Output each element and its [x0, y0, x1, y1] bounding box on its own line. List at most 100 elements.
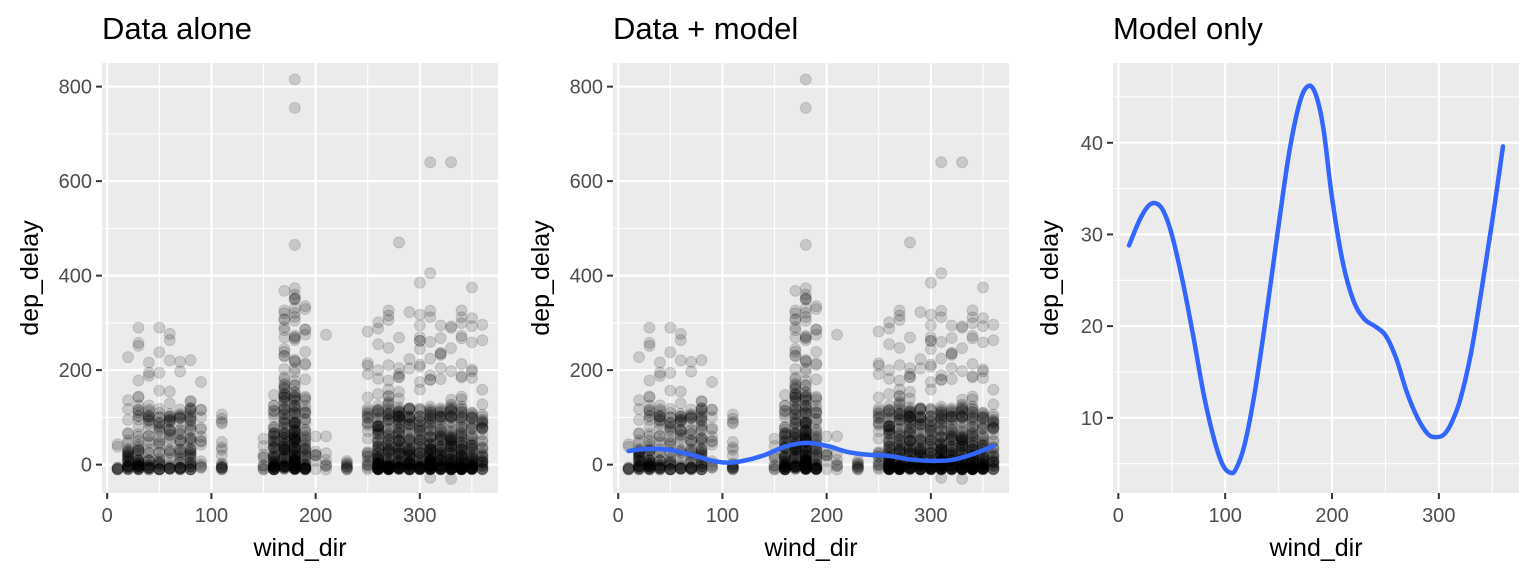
- data-point: [267, 450, 280, 463]
- data-point: [653, 399, 666, 412]
- data-point: [372, 442, 385, 455]
- data-point: [382, 463, 395, 476]
- data-point: [163, 429, 176, 442]
- data-point: [465, 432, 478, 445]
- data-point: [122, 455, 135, 468]
- data-point: [288, 417, 301, 430]
- data-point: [288, 459, 301, 472]
- data-point: [288, 461, 301, 474]
- x-tick-label: 300: [914, 505, 947, 527]
- data-point: [445, 342, 458, 355]
- data-point: [455, 460, 468, 473]
- data-point: [288, 394, 301, 407]
- data-point: [195, 430, 207, 443]
- data-point: [174, 424, 187, 437]
- data-point: [893, 443, 906, 456]
- data-point: [278, 446, 291, 459]
- data-point: [299, 345, 312, 358]
- data-point: [393, 434, 405, 447]
- data-point: [142, 447, 155, 460]
- data-point: [288, 238, 301, 251]
- data-point: [142, 434, 155, 447]
- data-point: [257, 463, 270, 476]
- data-point: [288, 416, 301, 429]
- data-point: [122, 460, 135, 473]
- data-point: [132, 459, 145, 472]
- data-point: [288, 332, 301, 345]
- data-point: [195, 435, 207, 448]
- data-point: [278, 408, 291, 421]
- data-point: [393, 367, 405, 380]
- data-point: [174, 456, 187, 469]
- data-point: [163, 462, 176, 475]
- data-point: [122, 458, 135, 471]
- panel-title: Data alone: [102, 11, 252, 46]
- data-point: [267, 428, 280, 441]
- data-point: [153, 463, 166, 476]
- data-point: [664, 321, 677, 334]
- data-point: [810, 300, 823, 313]
- data-point: [267, 453, 280, 466]
- data-point: [163, 443, 176, 456]
- data-point: [361, 461, 374, 474]
- data-point: [142, 461, 155, 474]
- data-point: [799, 334, 812, 347]
- data-point: [299, 459, 312, 472]
- data-point: [413, 430, 426, 443]
- y-tick-label: 200: [59, 360, 92, 382]
- data-point: [288, 462, 301, 475]
- data-point: [924, 410, 937, 423]
- data-point: [174, 365, 187, 378]
- data-point: [288, 374, 301, 387]
- data-point: [174, 463, 187, 476]
- data-point: [299, 454, 312, 467]
- data-point: [413, 360, 426, 373]
- data-point: [340, 458, 353, 471]
- data-point: [142, 455, 155, 468]
- data-point: [153, 455, 166, 468]
- data-point: [132, 410, 145, 423]
- plot-background: [1113, 63, 1519, 493]
- data-point: [340, 460, 353, 473]
- data-point: [184, 460, 197, 473]
- data-point: [987, 398, 1000, 411]
- data-point: [267, 430, 280, 443]
- data-point: [987, 410, 1000, 423]
- data-point: [309, 430, 322, 443]
- data-point: [706, 375, 718, 388]
- data-point: [142, 461, 155, 474]
- data-point: [778, 423, 791, 436]
- data-point: [122, 448, 135, 461]
- data-point: [163, 415, 176, 428]
- data-point: [445, 436, 458, 449]
- data-point: [465, 422, 478, 435]
- data-point: [393, 392, 405, 405]
- data-point: [132, 442, 145, 455]
- data-point: [966, 358, 979, 371]
- data-point: [288, 355, 301, 368]
- data-point: [987, 462, 1000, 475]
- data-point: [132, 456, 145, 469]
- data-point: [122, 460, 135, 473]
- data-point: [278, 457, 291, 470]
- data-point: [393, 447, 405, 460]
- data-point: [476, 459, 489, 472]
- data-point: [267, 454, 280, 467]
- data-point: [424, 456, 437, 469]
- data-point: [184, 409, 197, 422]
- data-point: [810, 448, 823, 461]
- data-point: [288, 457, 301, 470]
- data-point: [278, 382, 291, 395]
- y-tick-label: 30: [1081, 224, 1103, 246]
- data-point: [883, 442, 896, 455]
- data-point: [288, 386, 301, 399]
- data-point: [299, 433, 312, 446]
- data-point: [956, 321, 969, 334]
- data-point: [361, 425, 374, 438]
- data-point: [184, 423, 197, 436]
- data-point: [142, 462, 155, 475]
- data-point: [664, 346, 677, 359]
- data-point: [184, 404, 197, 417]
- data-point: [465, 320, 478, 333]
- data-point: [288, 314, 301, 327]
